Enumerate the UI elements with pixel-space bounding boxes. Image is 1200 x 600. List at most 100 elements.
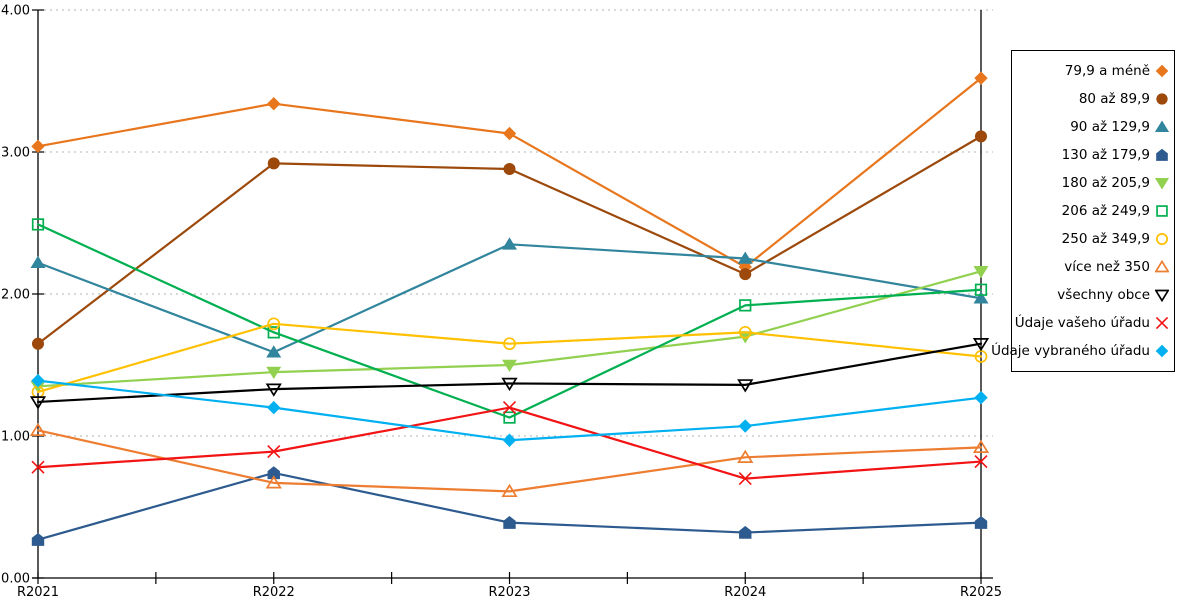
legend-item: 90 až 129,9 [1016,113,1169,141]
legend-item: 79,9 a méně [1016,57,1169,85]
triangle-up-icon [1155,120,1169,132]
pentagon-icon [31,533,45,546]
circle-icon [31,337,45,350]
triangle-down-outline-icon [972,338,990,352]
pentagon-icon [974,515,988,529]
diamond-icon [31,373,45,388]
y-tick-label: 1.00 [1,430,30,445]
legend-item: 80 až 89,9 [1016,85,1169,113]
axes [32,9,993,584]
series-line [31,466,988,546]
circle-icon [739,268,752,281]
legend-marker [1155,232,1169,246]
legend-marker [1155,64,1169,78]
legend-item: 180 až 205,9 [1016,169,1169,197]
legend-marker [1155,120,1169,132]
triangle-up-outline-icon [737,449,754,463]
triangle-up-outline-icon [972,439,990,454]
series-line [31,317,988,399]
series-line [31,71,988,274]
triangle-down-outline-icon [737,379,754,393]
circle-outline-icon [503,337,516,351]
triangle-down-icon [502,359,517,372]
triangle-down-outline-icon [29,396,47,410]
triangle-up-outline-icon [501,483,518,498]
diamond-icon [738,419,752,433]
triangle-down-outline-icon [501,377,518,392]
triangle-down-outline-icon [265,383,282,397]
legend-item: 250 až 349,9 [1016,225,1169,253]
series-line [29,338,990,410]
circle-icon [503,163,516,176]
circle-outline-icon [738,325,752,339]
circle-icon [267,157,280,170]
legend-label: Údaje vašeho úřadu [1014,315,1150,331]
legend-marker [1155,289,1169,302]
diamond-icon [502,433,517,447]
y-tick-label: 4.00 [1,4,30,19]
series-line [31,401,988,486]
triangle-up-icon [737,251,753,264]
diamond-icon [31,139,45,154]
triangle-up-icon [30,255,46,269]
legend-label: 250 až 349,9 [1061,231,1150,247]
square-outline-icon [31,218,45,231]
triangle-down-icon [973,265,989,279]
y-tick-label: 2.00 [1,288,30,303]
legend-marker [1156,148,1168,161]
x-outline-icon [31,460,45,474]
square-outline-icon [1156,205,1168,217]
square-outline-icon [503,411,516,424]
diamond-icon [974,390,988,405]
square-outline-icon [974,283,988,296]
pentagon-icon [503,515,516,529]
triangle-up-icon [502,237,517,250]
legend-item: více než 350 [1016,253,1169,281]
diamond-icon [1155,64,1169,78]
x-outline-icon [267,445,281,459]
triangle-down-outline-icon [1155,289,1169,302]
legend-marker [1155,344,1169,358]
legend-label: 79,9 a méně [1064,63,1150,79]
pentagon-icon [267,466,280,480]
legend-label: 180 až 205,9 [1061,175,1150,191]
legend-item: Údaje vybraného úřadu [991,337,1169,365]
legend-marker [1155,260,1169,273]
legend-marker [1155,316,1169,330]
pentagon-icon [739,525,752,539]
series-line [31,373,988,447]
diamond-icon [502,126,517,141]
circle-outline-icon [1155,232,1169,246]
legend-label: všechny obce [1057,287,1150,303]
legend-label: 206 až 249,9 [1061,203,1150,219]
square-outline-icon [739,299,752,312]
series-line [29,422,990,498]
triangle-up-icon [973,291,989,304]
diamond-icon [267,400,281,415]
series-line [31,130,988,350]
y-tick-label: 0.00 [1,572,30,587]
legend-label: více než 350 [1064,259,1150,275]
x-tick-label: R2022 [253,585,295,600]
legend-marker [1156,205,1168,217]
x-tick-label: R2025 [960,585,1002,600]
diamond-icon [267,97,281,111]
x-tick-label: R2023 [488,585,530,600]
x-outline-icon [974,454,988,469]
legend-item: 206 až 249,9 [1016,197,1169,225]
series-line [30,265,989,394]
triangle-up-icon [266,345,282,358]
legend-label: 130 až 179,9 [1061,147,1150,163]
triangle-up-outline-icon [1155,260,1169,273]
x-outline-icon [502,401,517,415]
legend: 79,9 a méně 80 až 89,9 90 až 129,9 130 až 1… [991,50,1175,372]
x-outline-icon [1155,316,1169,330]
legend-item: všechny obce [1016,281,1169,309]
legend-label: 90 až 129,9 [1070,119,1150,135]
y-tick-label: 3.00 [1,146,30,161]
series-line [31,218,988,424]
y-axis-labels: 4.00 3.00 2.00 1.00 0.00 [1,4,30,587]
circle-icon [1156,93,1168,105]
